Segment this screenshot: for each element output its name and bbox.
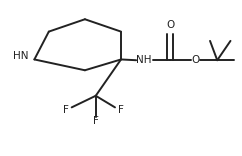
- Text: F: F: [63, 105, 68, 115]
- Text: NH: NH: [136, 55, 151, 65]
- Text: HN: HN: [13, 51, 29, 61]
- Text: F: F: [118, 105, 124, 115]
- Text: O: O: [166, 20, 174, 30]
- Text: O: O: [191, 55, 200, 65]
- Text: F: F: [93, 116, 99, 126]
